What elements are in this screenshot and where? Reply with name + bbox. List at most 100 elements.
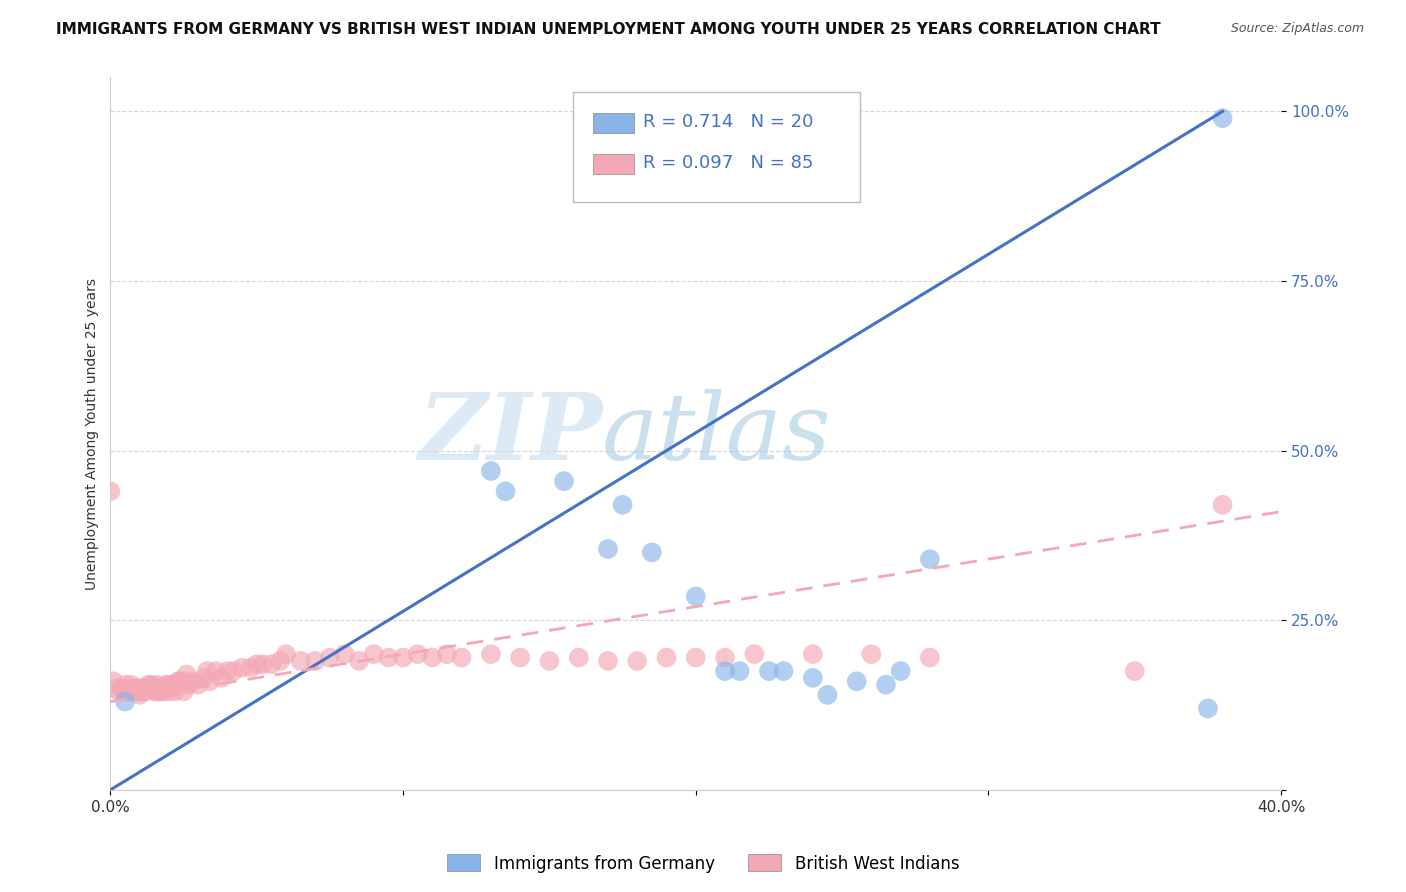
Point [568, 650, 591, 665]
Point [319, 650, 342, 665]
Point [1212, 498, 1234, 512]
Point [553, 474, 575, 488]
Point [152, 681, 174, 695]
Point [157, 684, 180, 698]
Text: IMMIGRANTS FROM GERMANY VS BRITISH WEST INDIAN UNEMPLOYMENT AMONG YOUTH UNDER 25: IMMIGRANTS FROM GERMANY VS BRITISH WEST … [56, 22, 1161, 37]
Point [193, 671, 215, 685]
Point [596, 541, 619, 556]
Point [114, 684, 136, 698]
Point [817, 688, 839, 702]
Point [128, 684, 150, 698]
Point [714, 650, 737, 665]
Point [406, 647, 429, 661]
Point [169, 674, 191, 689]
Point [160, 678, 183, 692]
Point [131, 684, 153, 698]
Point [125, 681, 148, 695]
Point [163, 684, 186, 698]
Point [269, 654, 291, 668]
Bar [593, 153, 634, 174]
Point [195, 664, 218, 678]
Point [612, 498, 634, 512]
Point [450, 650, 472, 665]
Point [198, 674, 221, 689]
Point [181, 674, 204, 689]
Point [304, 654, 326, 668]
Point [100, 484, 122, 499]
Text: ZIP: ZIP [418, 389, 602, 479]
Point [114, 695, 136, 709]
Point [758, 664, 780, 678]
Point [146, 684, 169, 698]
Point [187, 678, 209, 692]
Point [845, 674, 868, 689]
Point [122, 684, 145, 698]
Point [152, 684, 174, 698]
Point [1123, 664, 1146, 678]
Point [146, 678, 169, 692]
Point [495, 484, 517, 499]
Point [290, 654, 312, 668]
Point [274, 647, 297, 661]
Point [479, 647, 502, 661]
Point [155, 678, 177, 692]
Point [875, 678, 897, 692]
Point [1212, 111, 1234, 125]
Point [918, 552, 941, 566]
Point [125, 684, 148, 698]
Point [163, 678, 186, 692]
Point [103, 674, 125, 689]
Point [176, 667, 198, 681]
Point [117, 684, 139, 698]
Point [149, 684, 172, 698]
Text: atlas: atlas [602, 389, 831, 479]
Point [479, 464, 502, 478]
Point [655, 650, 678, 665]
Point [204, 664, 226, 678]
Point [860, 647, 883, 661]
Point [120, 678, 142, 692]
Point [108, 684, 131, 698]
Point [135, 681, 157, 695]
Point [596, 654, 619, 668]
Point [772, 664, 794, 678]
Point [252, 657, 274, 672]
Point [114, 678, 136, 692]
Point [111, 681, 134, 695]
Legend: Immigrants from Germany, British West Indians: Immigrants from Germany, British West In… [440, 847, 966, 880]
Point [890, 664, 912, 678]
Point [685, 650, 707, 665]
Point [211, 671, 233, 685]
Point [138, 678, 160, 692]
Point [143, 684, 166, 698]
Bar [593, 113, 634, 133]
Point [392, 650, 415, 665]
Point [179, 678, 201, 692]
Point [363, 647, 385, 661]
Y-axis label: Unemployment Among Youth under 25 years: Unemployment Among Youth under 25 years [86, 277, 100, 590]
Point [217, 664, 239, 678]
Text: Source: ZipAtlas.com: Source: ZipAtlas.com [1230, 22, 1364, 36]
Point [166, 674, 188, 689]
Point [1197, 701, 1219, 715]
Point [173, 674, 195, 689]
Point [260, 657, 283, 672]
Point [135, 684, 157, 698]
FancyBboxPatch shape [572, 92, 859, 202]
Point [122, 681, 145, 695]
Point [246, 657, 269, 672]
Point [801, 671, 824, 685]
Point [685, 590, 707, 604]
Point [742, 647, 765, 661]
Point [239, 661, 262, 675]
Point [801, 647, 824, 661]
Point [626, 654, 648, 668]
Point [728, 664, 751, 678]
Point [128, 688, 150, 702]
Point [538, 654, 561, 668]
Point [333, 647, 356, 661]
Point [141, 678, 163, 692]
Point [131, 681, 153, 695]
Point [641, 545, 664, 559]
Point [222, 664, 245, 678]
